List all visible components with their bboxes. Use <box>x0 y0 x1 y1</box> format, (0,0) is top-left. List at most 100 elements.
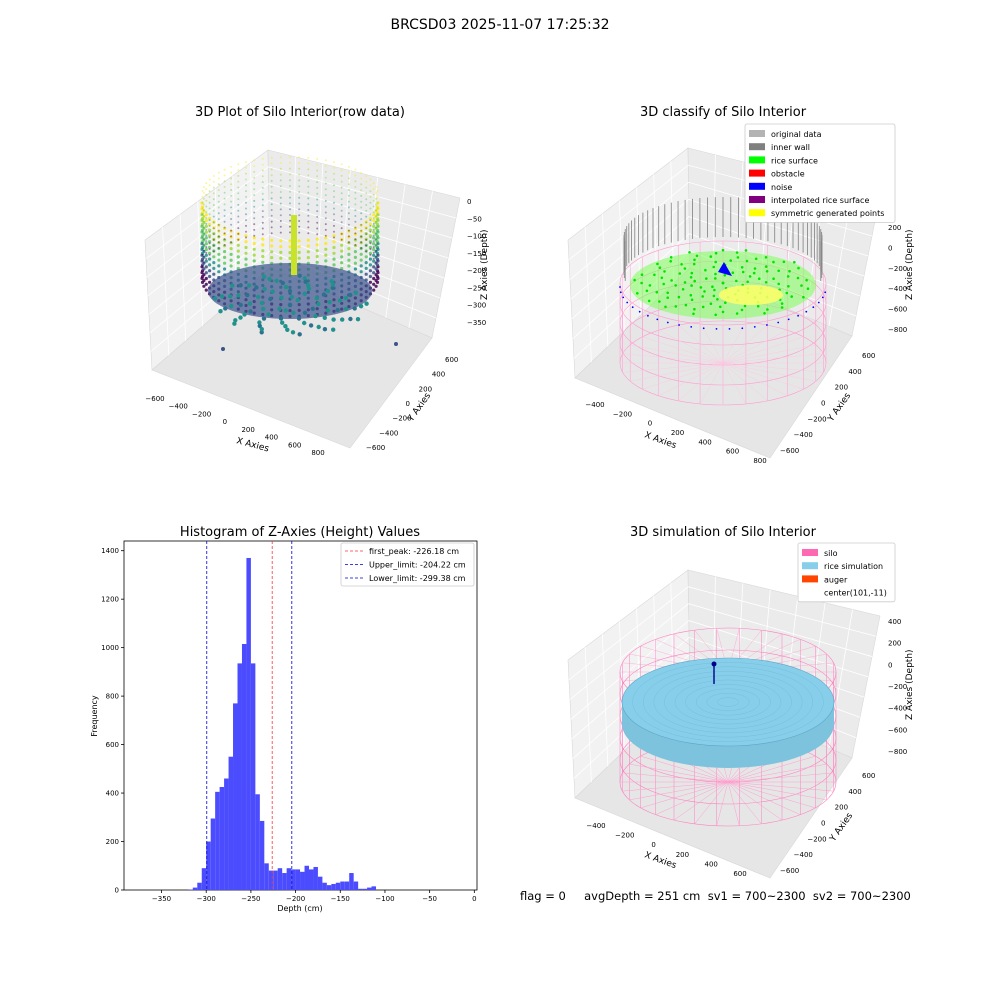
point-marker <box>280 320 285 325</box>
point-marker <box>223 261 227 265</box>
x-tick-label: −200 <box>286 895 305 903</box>
noise-cluster <box>718 262 732 276</box>
point-marker <box>359 241 363 245</box>
point-marker <box>242 312 247 317</box>
point-marker <box>347 177 350 180</box>
point-marker <box>372 257 375 260</box>
point-marker <box>372 222 375 225</box>
point-marker <box>236 243 240 247</box>
pink-wire-spoke <box>630 344 724 364</box>
legend-label: noise <box>771 183 792 192</box>
point-marker <box>212 204 215 206</box>
point-marker <box>368 240 372 244</box>
point-marker <box>289 219 291 222</box>
point-marker <box>298 185 301 188</box>
point-marker <box>324 211 327 214</box>
point-marker <box>333 207 335 210</box>
point-marker <box>230 235 233 238</box>
histogram-bar <box>286 868 292 890</box>
y-tick-label: 800 <box>106 693 119 701</box>
rice-surface-point <box>695 254 699 258</box>
point-marker <box>316 227 319 230</box>
point-marker <box>253 170 256 173</box>
point-marker <box>340 243 344 247</box>
point-marker <box>237 192 240 195</box>
point-marker <box>289 202 291 205</box>
point-marker <box>201 219 204 221</box>
point-marker <box>330 285 335 291</box>
point-marker <box>333 195 335 198</box>
point-marker <box>364 272 368 276</box>
pink-wire-spoke <box>722 362 747 405</box>
rice-surface-point <box>666 296 669 300</box>
point-marker <box>316 198 319 201</box>
point-marker <box>376 201 380 205</box>
point-marker <box>230 206 233 209</box>
point-marker <box>204 224 208 228</box>
point-marker <box>200 253 204 257</box>
point-marker <box>340 227 343 230</box>
point-marker <box>375 226 378 229</box>
rice-surface-point <box>711 285 714 289</box>
point-marker <box>354 226 357 229</box>
point-marker <box>277 306 282 311</box>
point-marker <box>201 195 204 198</box>
point-marker <box>245 166 247 169</box>
point-marker <box>201 259 204 262</box>
point-marker <box>365 192 368 195</box>
point-marker <box>217 223 221 227</box>
point-marker <box>369 184 372 187</box>
point-marker <box>340 209 343 212</box>
point-marker <box>252 247 256 251</box>
point-marker <box>297 332 302 337</box>
point-marker <box>223 226 226 229</box>
point-marker <box>205 193 208 196</box>
point-marker <box>372 246 375 249</box>
point-marker <box>315 254 319 259</box>
point-marker <box>212 243 216 247</box>
z-tick-label: −800 <box>888 326 907 334</box>
pink-wire-spoke <box>722 325 768 364</box>
point-marker <box>212 238 215 241</box>
point-marker <box>372 205 375 208</box>
point-marker <box>208 201 211 204</box>
point-marker <box>223 191 226 194</box>
point-marker <box>353 267 357 271</box>
rice-surface-point <box>663 270 666 273</box>
point-marker <box>212 221 215 224</box>
z-tick-label: 0 <box>467 198 471 206</box>
rice-surface-point <box>758 277 761 281</box>
rice-surface-point <box>680 263 683 266</box>
point-marker <box>204 271 208 275</box>
point-marker <box>201 253 204 256</box>
point-marker <box>261 163 264 166</box>
point-marker <box>200 242 204 246</box>
point-marker <box>298 173 301 176</box>
point-marker <box>368 216 372 221</box>
histogram-bar <box>313 866 318 890</box>
point-marker <box>208 228 212 232</box>
pane-grid-line <box>568 586 877 681</box>
point-marker <box>208 251 212 255</box>
point-marker <box>229 235 233 239</box>
point-marker <box>340 221 343 224</box>
y-tick-label: 400 <box>848 788 861 796</box>
pane-grid-line <box>570 198 869 300</box>
point-marker <box>354 168 357 171</box>
rice-surface-point <box>692 262 696 266</box>
rice-surface-point <box>745 259 749 263</box>
point-marker <box>223 180 226 183</box>
point-marker <box>204 242 208 246</box>
legend-label: inner wall <box>771 143 810 152</box>
pink-wire-spoke <box>678 325 724 364</box>
point-marker <box>372 228 375 231</box>
z-tick-label: −600 <box>888 726 907 734</box>
point-marker <box>324 205 327 208</box>
point-marker <box>307 185 310 188</box>
point-marker <box>208 253 211 256</box>
point-marker <box>347 235 351 239</box>
point-marker <box>376 213 379 216</box>
point-marker <box>325 288 331 294</box>
point-marker <box>208 184 211 187</box>
point-marker <box>364 261 368 265</box>
